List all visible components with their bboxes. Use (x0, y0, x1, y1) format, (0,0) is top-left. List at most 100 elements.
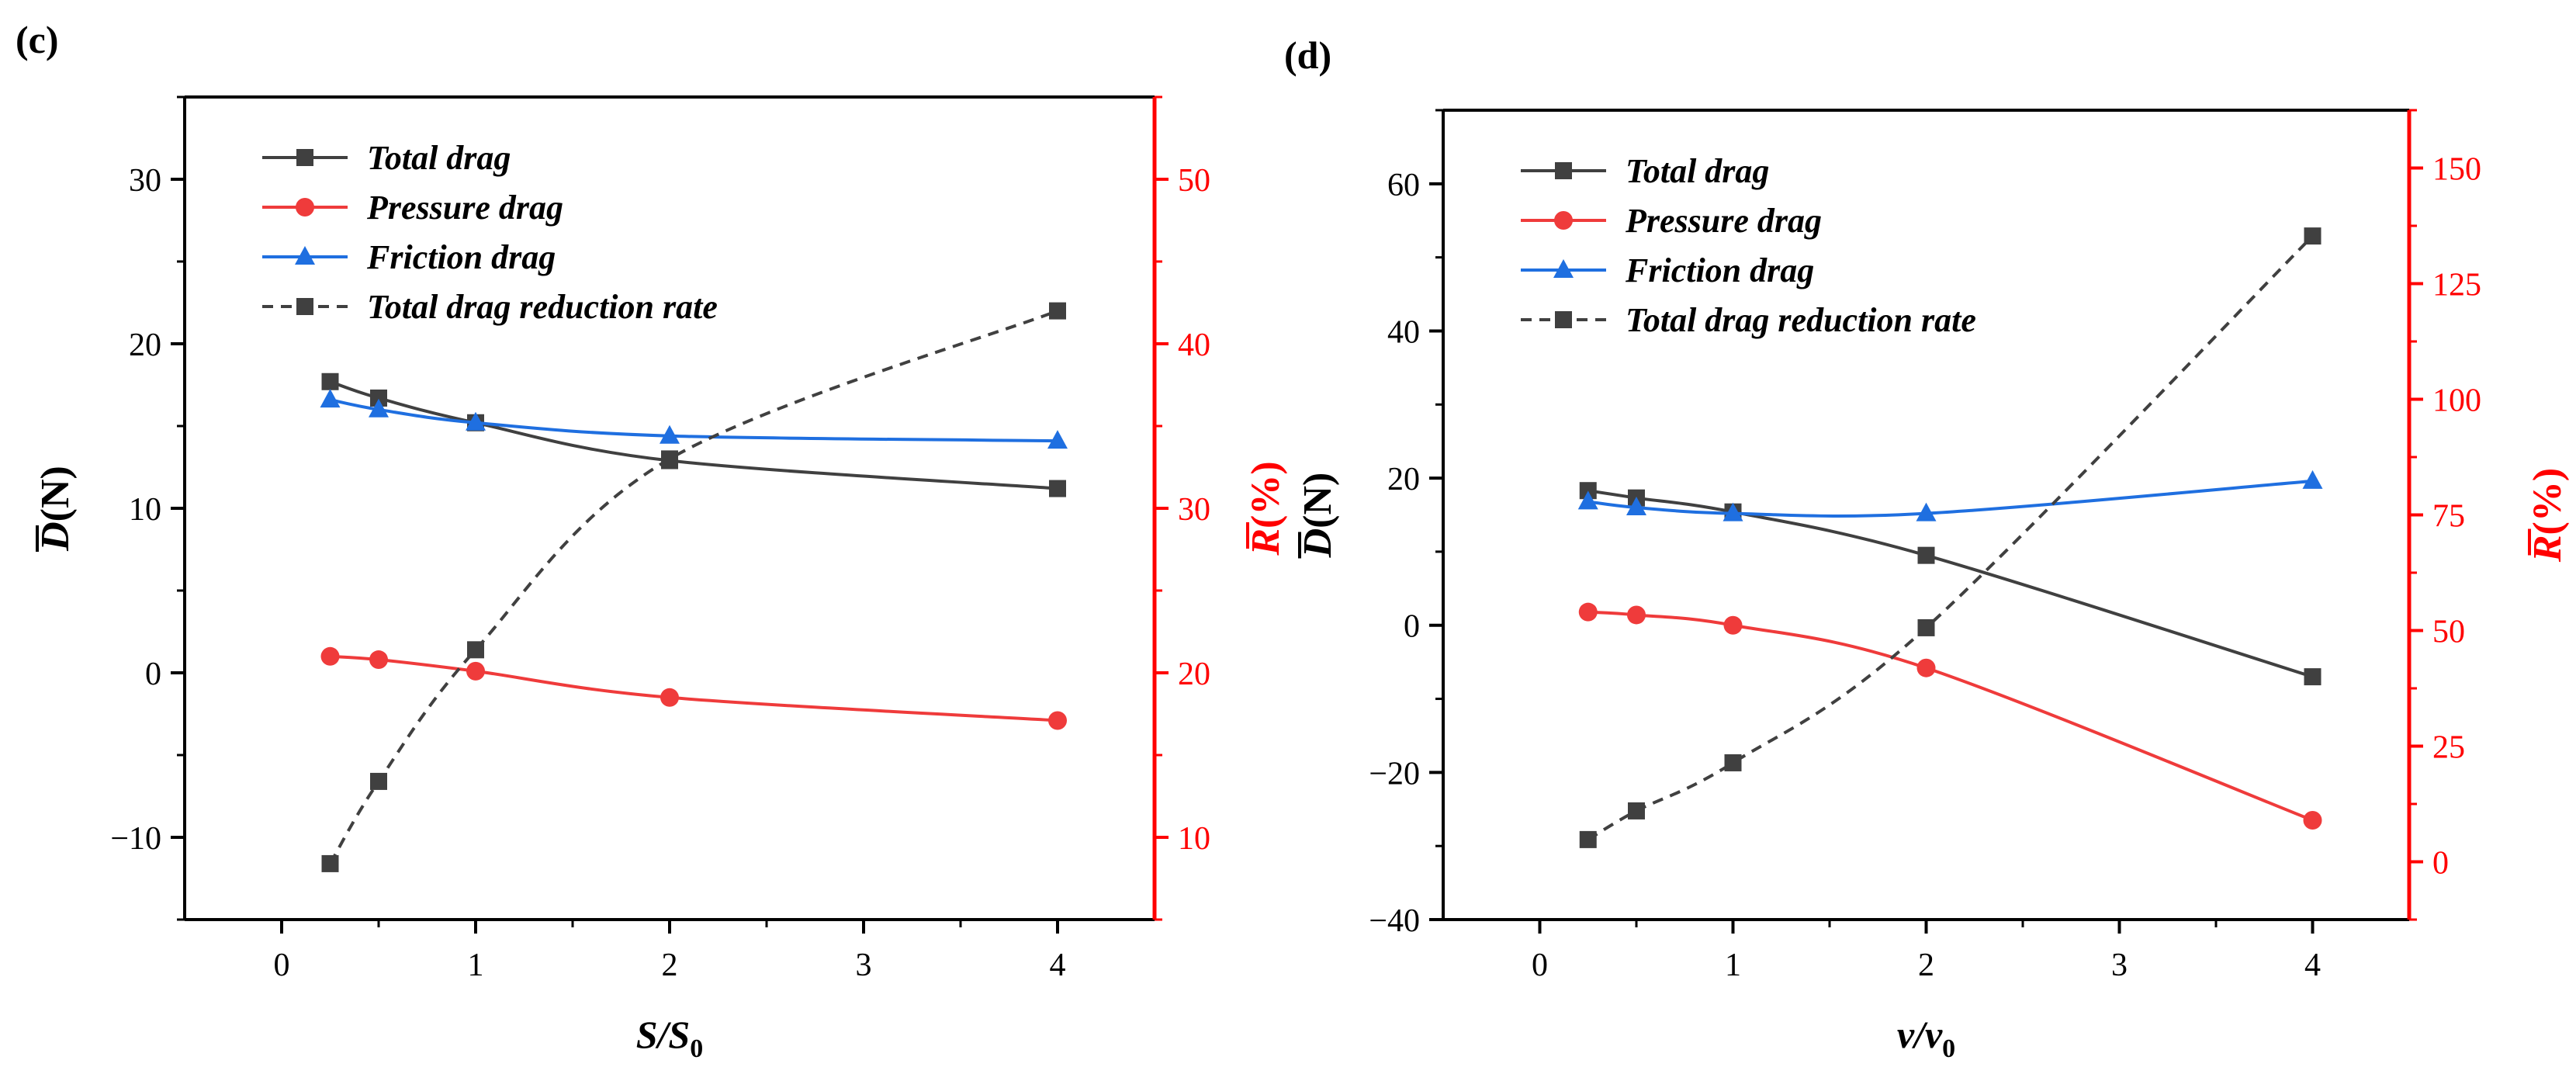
series-total-drag-reduction-rate (1579, 227, 2322, 848)
y-right-tick-label: 50 (1178, 163, 1210, 199)
series-line-friction-drag (1587, 479, 2313, 518)
data-point-pressure-drag (1916, 658, 1936, 677)
legend-marker-pressure-drag (296, 198, 314, 217)
y-left-axis-label: D(N) (1296, 473, 1340, 559)
legend-marker-friction-drag (1553, 259, 1574, 278)
x-tick-label: 1 (468, 948, 484, 983)
legend: Total drag Pressure drag Friction drag Tota… (1521, 152, 1976, 339)
y-right-tick-label: 10 (1178, 821, 1210, 857)
y-left-tick-label: −40 (1369, 903, 1420, 939)
data-point-total-drag-reduction-rate (1724, 754, 1742, 771)
data-point-total-drag (321, 372, 339, 390)
series-line-total-drag-reduction-rate (328, 309, 1058, 864)
legend-label-friction-drag: Friction drag (1625, 251, 1814, 289)
data-point-total-drag-reduction-rate (1049, 302, 1066, 320)
data-point-pressure-drag (1723, 615, 1743, 635)
y-right-tick-label: 150 (2432, 152, 2481, 188)
y-left-label-main: D (1296, 528, 1340, 559)
data-point-friction-drag (1723, 502, 1743, 521)
x-tick-label: 4 (1050, 948, 1066, 983)
series-line-friction-drag (330, 398, 1058, 443)
series-friction-drag (1577, 469, 2323, 521)
x-tick-label: 2 (662, 948, 678, 983)
data-point-friction-drag (320, 389, 341, 408)
series-total-drag (1579, 482, 2322, 686)
y-right-axis-label: R(%) (2526, 468, 2570, 563)
legend-label-total-drag-reduction-rate: Total drag reduction rate (1626, 301, 1976, 339)
legend-marker-pressure-drag (1554, 211, 1573, 230)
legend-marker-total-drag-reduction-rate (296, 298, 313, 315)
x-axis-label: S/S0 (636, 1013, 704, 1063)
y-left-tick-label: 60 (1387, 168, 1420, 203)
data-point-pressure-drag (660, 688, 679, 707)
y-left-tick-label: 0 (1404, 609, 1420, 645)
series-line-pressure-drag (330, 654, 1058, 722)
y-left-tick-label: 0 (145, 657, 161, 692)
legend-marker-friction-drag (295, 246, 315, 265)
x-tick-label: 0 (1532, 948, 1548, 983)
data-point-friction-drag (1626, 497, 1646, 516)
x-tick-label: 0 (274, 948, 290, 983)
y-left-tick-label: 20 (1387, 462, 1420, 497)
series-pressure-drag (1578, 602, 2322, 830)
y-right-tick-label: 25 (2432, 730, 2465, 766)
chart-panel-d: (d) 0 1 2 3 4 −40 −20 0 20 40 60 0 25 50 75 100 125 150 v/v… (1284, 33, 2570, 1063)
y-right-tick-label: 40 (1178, 327, 1210, 363)
y-right-tick-label: 125 (2432, 268, 2481, 303)
data-point-friction-drag (466, 411, 486, 431)
x-tick-label: 3 (2111, 948, 2128, 983)
data-point-pressure-drag (2303, 810, 2322, 830)
data-point-pressure-drag (320, 646, 340, 666)
y-left-tick-label: 30 (129, 163, 161, 199)
y-right-axis-label-text: R(%) (2526, 468, 2570, 563)
data-point-friction-drag (660, 424, 680, 444)
series-total-drag (321, 372, 1066, 497)
legend-marker-total-drag-reduction-rate (1555, 311, 1572, 328)
y-right-label-main: R (2526, 535, 2570, 563)
data-point-total-drag (2304, 668, 2322, 686)
legend-label-pressure-drag: Pressure drag (1625, 202, 1822, 240)
y-left-tick-label: 40 (1387, 314, 1420, 350)
y-right-tick-label: 0 (2432, 846, 2449, 882)
data-point-pressure-drag (369, 650, 388, 670)
y-left-axis-label-text: D(N) (1296, 473, 1340, 559)
legend-label-total-drag: Total drag (367, 139, 511, 177)
chart-panel-c: (c)0 1 2 3 4−1001020301020304050S/S0D(N)R(%)… (16, 18, 1288, 1063)
y-left-axis-label-text: D(N) (33, 466, 78, 552)
y-left-label-main: D (33, 521, 78, 552)
data-point-pressure-drag (1627, 605, 1646, 625)
series-line-total-drag (1587, 489, 2314, 679)
legend-marker-total-drag (296, 149, 313, 166)
series-friction-drag (320, 389, 1068, 449)
data-point-pressure-drag (1578, 602, 1598, 622)
x-axis-label-subscript: 0 (690, 1034, 703, 1063)
data-point-total-drag-reduction-rate (2304, 227, 2322, 245)
y-left-tick-label: 10 (129, 492, 161, 528)
data-point-pressure-drag (1048, 711, 1067, 730)
y-right-label-unit: (%) (2526, 468, 2570, 535)
data-point-total-drag-reduction-rate (1628, 802, 1645, 819)
legend-marker-total-drag (1555, 162, 1572, 179)
y-left-label-unit: (N) (1296, 473, 1340, 528)
legend-label-pressure-drag: Pressure drag (366, 189, 563, 227)
y-right-axis-label: R(%) (1244, 461, 1288, 556)
y-right-tick-label: 20 (1178, 657, 1210, 692)
data-point-total-drag-reduction-rate (1917, 618, 1935, 636)
y-left-tick-label: 20 (129, 327, 161, 363)
panel-label: (d) (1284, 33, 1331, 77)
data-point-total-drag-reduction-rate (1579, 830, 1597, 848)
y-right-tick-label: 75 (2432, 499, 2465, 535)
y-left-axis-label: D(N) (33, 466, 78, 552)
x-tick-label: 3 (856, 948, 872, 983)
y-right-tick-label: 30 (1178, 492, 1210, 528)
x-axis-label: v/v0 (1897, 1013, 1955, 1063)
x-axis-label-main: S/S (636, 1013, 691, 1056)
y-right-label-unit: (%) (1244, 461, 1288, 528)
x-tick-label: 2 (1918, 948, 1934, 983)
data-point-total-drag (1049, 480, 1066, 497)
y-left-label-unit: (N) (33, 466, 78, 521)
data-point-friction-drag (1047, 430, 1068, 449)
data-point-friction-drag (1916, 502, 1937, 521)
data-point-total-drag (1579, 482, 1597, 500)
legend: Total drag Pressure drag Friction drag Tota… (262, 139, 718, 326)
